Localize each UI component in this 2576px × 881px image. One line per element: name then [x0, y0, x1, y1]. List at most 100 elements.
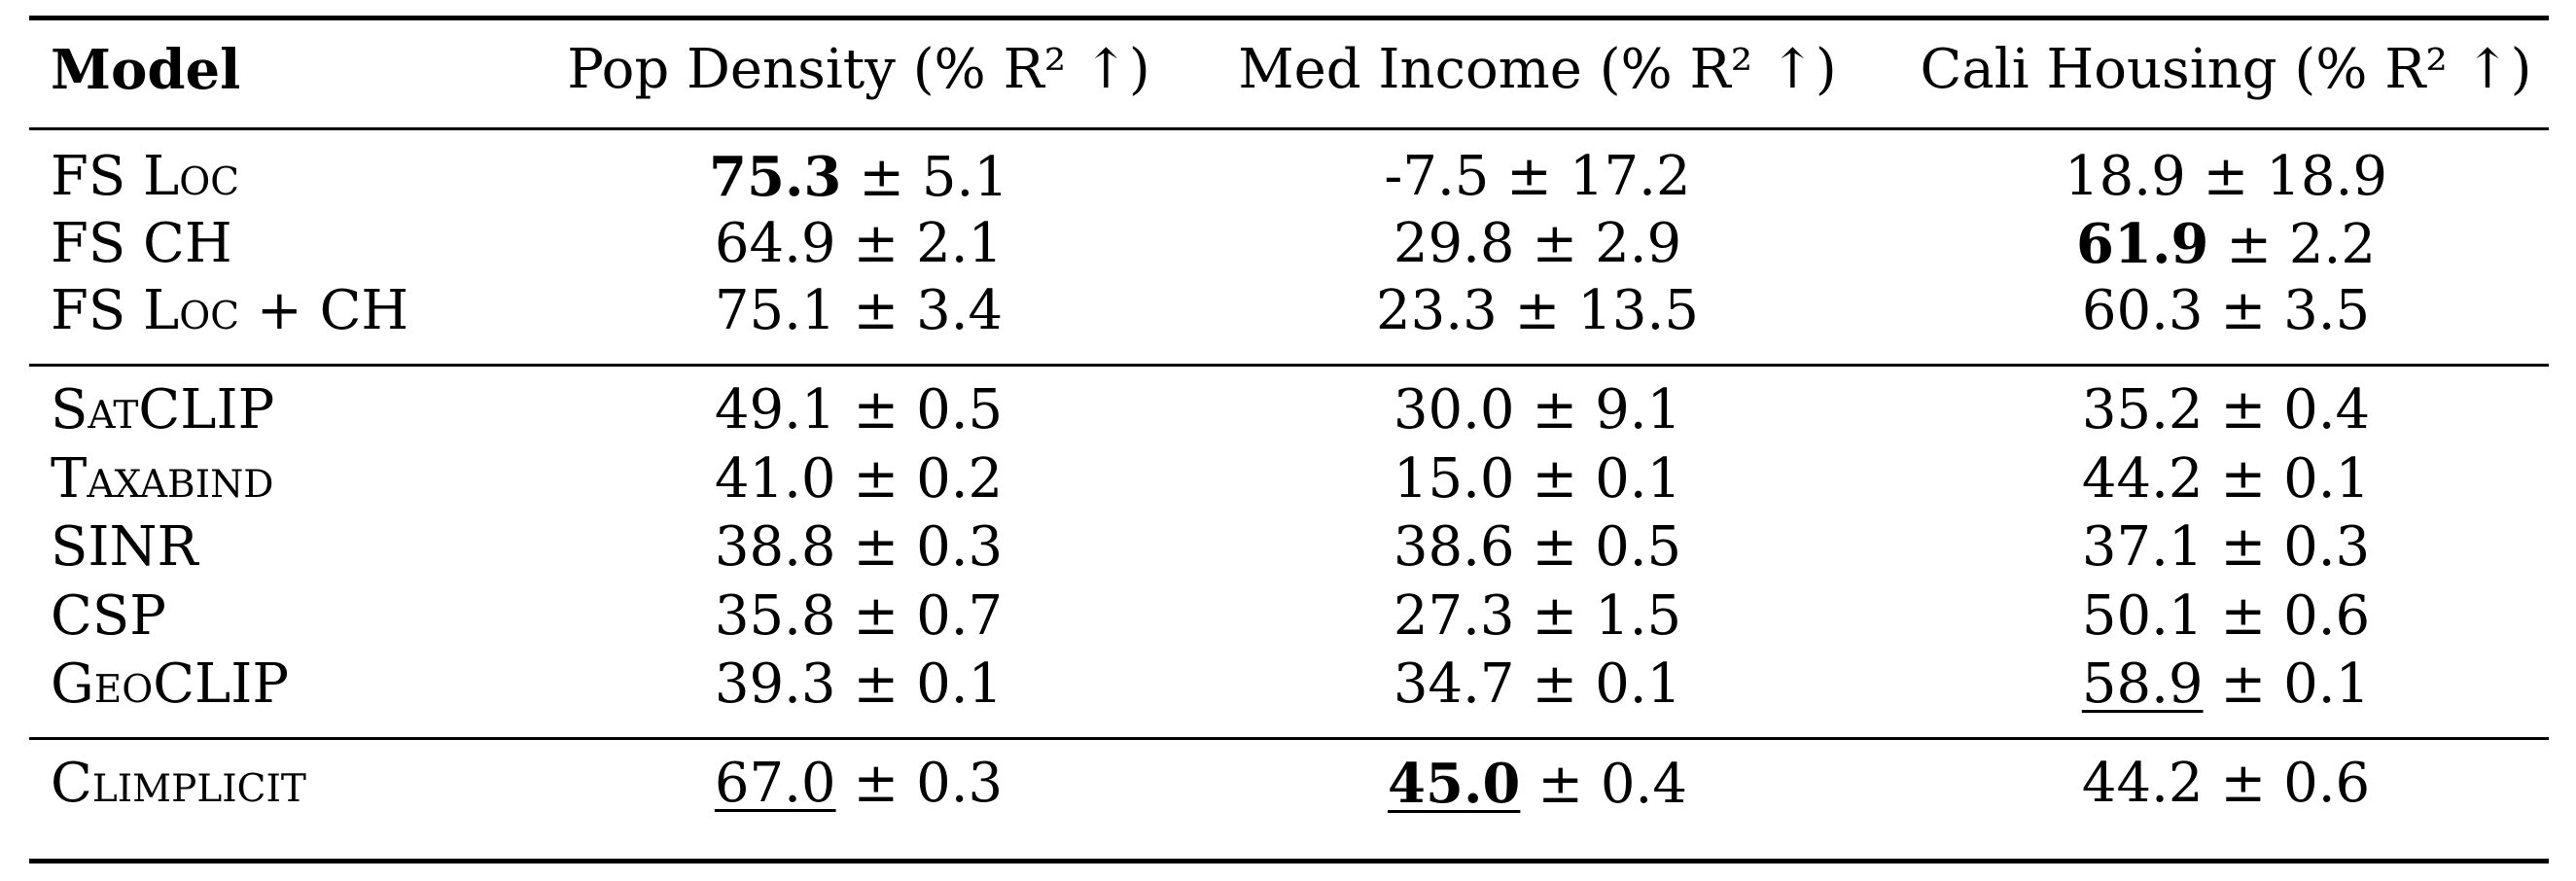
cell-std: 0.3: [916, 515, 1004, 579]
cell-med-income: 45.0 ± 0.4: [1388, 757, 1687, 812]
header-med-income: Med Income (% R² ↑): [1238, 38, 1837, 101]
plus-minus-sign: ±: [2203, 584, 2284, 648]
cell-std: 9.1: [1595, 378, 1682, 441]
cell-std: 0.6: [2283, 752, 2371, 815]
bottom-rule: [29, 859, 2549, 863]
cell-mean: 64.9: [714, 212, 836, 275]
cell-pop-density: 67.0 ± 0.3: [715, 757, 1003, 811]
header-cali-housing: Cali Housing (% R² ↑): [1920, 38, 2532, 101]
cell-cali-housing: 58.9 ± 0.1: [2082, 657, 2370, 712]
row-model-label: GeoCLIP: [51, 652, 290, 716]
cell-std: 0.1: [2283, 652, 2371, 716]
cell-mean: -7.5: [1384, 145, 1490, 208]
plus-minus-sign: ±: [1489, 145, 1570, 208]
plus-minus-sign: ±: [2203, 652, 2284, 716]
row-model-label: SatCLIP: [51, 378, 275, 441]
cell-std: 0.4: [2283, 378, 2371, 441]
cell-std: 0.5: [1595, 515, 1682, 579]
cell-std: 17.2: [1569, 145, 1691, 208]
cell-pop-density: 41.0 ± 0.2: [715, 452, 1003, 507]
cell-std: 2.2: [2288, 213, 2376, 276]
cell-mean: 45.0: [1388, 752, 1521, 816]
group-rule-2: [29, 737, 2549, 740]
cell-mean: 44.2: [2081, 752, 2204, 815]
cell-med-income: 30.0 ± 9.1: [1394, 383, 1681, 438]
cell-mean: 39.3: [714, 652, 836, 716]
cell-mean: 58.9: [2081, 652, 2204, 716]
header-pop-density: Pop Density (% R² ↑): [567, 38, 1150, 101]
cell-pop-density: 35.8 ± 0.7: [715, 589, 1003, 644]
plus-minus-sign: ±: [835, 212, 917, 275]
plus-minus-sign: ±: [1514, 515, 1596, 579]
plus-minus-sign: ±: [835, 752, 917, 815]
row-model-label: FS Loc + CH: [51, 279, 409, 342]
cell-std: 0.7: [916, 584, 1004, 648]
plus-minus-sign: ±: [835, 378, 917, 441]
row-model-label: FS Loc: [51, 145, 240, 208]
cell-mean: 75.1: [714, 279, 836, 342]
row-model-label: FS CH: [51, 212, 232, 275]
cell-std: 3.5: [2283, 279, 2371, 342]
plus-minus-sign: ±: [841, 146, 922, 209]
plus-minus-sign: ±: [835, 447, 917, 511]
cell-cali-housing: 50.1 ± 0.6: [2082, 589, 2370, 644]
cell-cali-housing: 35.2 ± 0.4: [2082, 383, 2370, 438]
plus-minus-sign: ±: [1514, 584, 1596, 648]
cell-cali-housing: 44.2 ± 0.6: [2082, 757, 2370, 811]
cell-med-income: 15.0 ± 0.1: [1394, 452, 1681, 507]
cell-std: 2.1: [916, 212, 1004, 275]
top-rule: [29, 16, 2549, 20]
row-model-label: Taxabind: [51, 447, 274, 511]
cell-mean: 34.7: [1393, 652, 1515, 716]
plus-minus-sign: ±: [2208, 213, 2289, 276]
row-model-label: Climplicit: [51, 752, 306, 815]
cell-std: 0.4: [1600, 753, 1687, 816]
plus-minus-sign: ±: [1514, 447, 1596, 511]
cell-mean: 60.3: [2081, 279, 2204, 342]
cell-mean: 75.3: [709, 145, 842, 209]
plus-minus-sign: ±: [2203, 279, 2284, 342]
plus-minus-sign: ±: [1514, 378, 1596, 441]
cell-cali-housing: 37.1 ± 0.3: [2082, 520, 2370, 575]
cell-mean: 29.8: [1393, 212, 1515, 275]
cell-std: 0.6: [2283, 584, 2371, 648]
cell-med-income: 23.3 ± 13.5: [1376, 284, 1699, 338]
cell-std: 0.1: [1595, 652, 1682, 716]
cell-med-income: -7.5 ± 17.2: [1384, 150, 1690, 204]
cell-std: 0.1: [2283, 447, 2371, 511]
cell-mean: 35.2: [2081, 378, 2204, 441]
cell-std: 0.5: [916, 378, 1004, 441]
cell-mean: 18.9: [2064, 145, 2186, 208]
cell-cali-housing: 60.3 ± 3.5: [2082, 284, 2370, 338]
cell-pop-density: 64.9 ± 2.1: [715, 217, 1003, 271]
plus-minus-sign: ±: [2203, 447, 2284, 511]
cell-mean: 23.3: [1376, 279, 1498, 342]
cell-pop-density: 49.1 ± 0.5: [715, 383, 1003, 438]
group-rule-1: [29, 364, 2549, 367]
cell-pop-density: 38.8 ± 0.3: [715, 520, 1003, 575]
cell-med-income: 27.3 ± 1.5: [1394, 589, 1681, 644]
plus-minus-sign: ±: [1514, 652, 1596, 716]
cell-std: 5.1: [921, 146, 1008, 209]
cell-std: 0.3: [916, 752, 1004, 815]
cell-mean: 41.0: [714, 447, 836, 511]
row-model-label: CSP: [51, 584, 166, 648]
cell-std: 2.9: [1595, 212, 1682, 275]
cell-mean: 38.8: [714, 515, 836, 579]
cell-mean: 35.8: [714, 584, 836, 648]
plus-minus-sign: ±: [1514, 212, 1596, 275]
cell-pop-density: 39.3 ± 0.1: [715, 657, 1003, 712]
cell-med-income: 29.8 ± 2.9: [1394, 217, 1681, 271]
cell-mean: 61.9: [2076, 212, 2209, 276]
cell-mean: 38.6: [1393, 515, 1515, 579]
cell-mean: 44.2: [2081, 447, 2204, 511]
cell-pop-density: 75.3 ± 5.1: [709, 150, 1008, 205]
plus-minus-sign: ±: [1520, 753, 1601, 816]
plus-minus-sign: ±: [2203, 378, 2284, 441]
plus-minus-sign: ±: [1497, 279, 1578, 342]
plus-minus-sign: ±: [2203, 515, 2284, 579]
cell-std: 0.2: [916, 447, 1004, 511]
cell-std: 0.1: [916, 652, 1004, 716]
header-model: Model: [51, 38, 241, 102]
cell-cali-housing: 61.9 ± 2.2: [2076, 217, 2376, 272]
